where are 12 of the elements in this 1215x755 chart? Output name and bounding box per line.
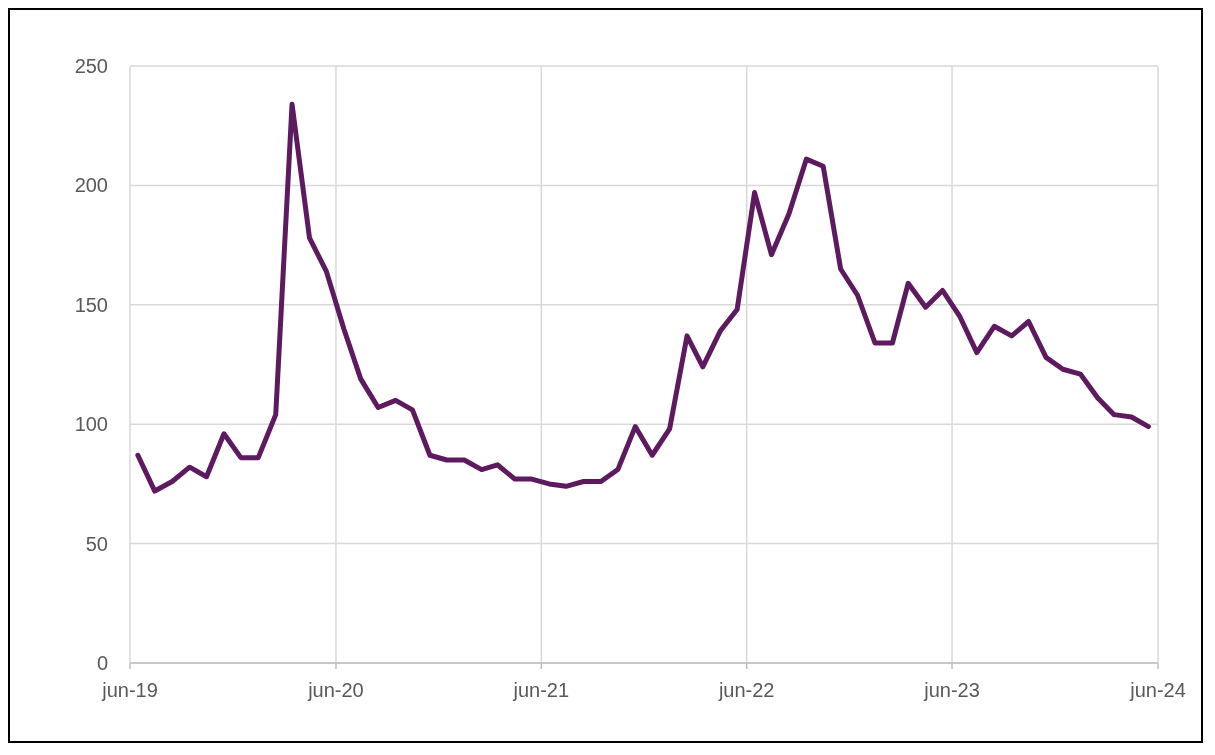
y-tick-label: 150 (74, 293, 108, 316)
x-tick-label: jun-20 (307, 679, 364, 701)
y-tick-label: 250 (74, 55, 108, 77)
y-tick-label: 0 (96, 652, 108, 674)
y-tick-label: 100 (74, 413, 108, 436)
x-tick-label: jun-19 (101, 679, 158, 701)
y-tick-label: 200 (74, 174, 108, 197)
x-tick-label: jun-23 (923, 679, 980, 701)
y-tick-label: 50 (85, 532, 108, 555)
x-tick-label: jun-21 (512, 679, 570, 701)
x-tick-label: jun-24 (1129, 679, 1186, 701)
x-tick-label: jun-22 (717, 679, 775, 701)
